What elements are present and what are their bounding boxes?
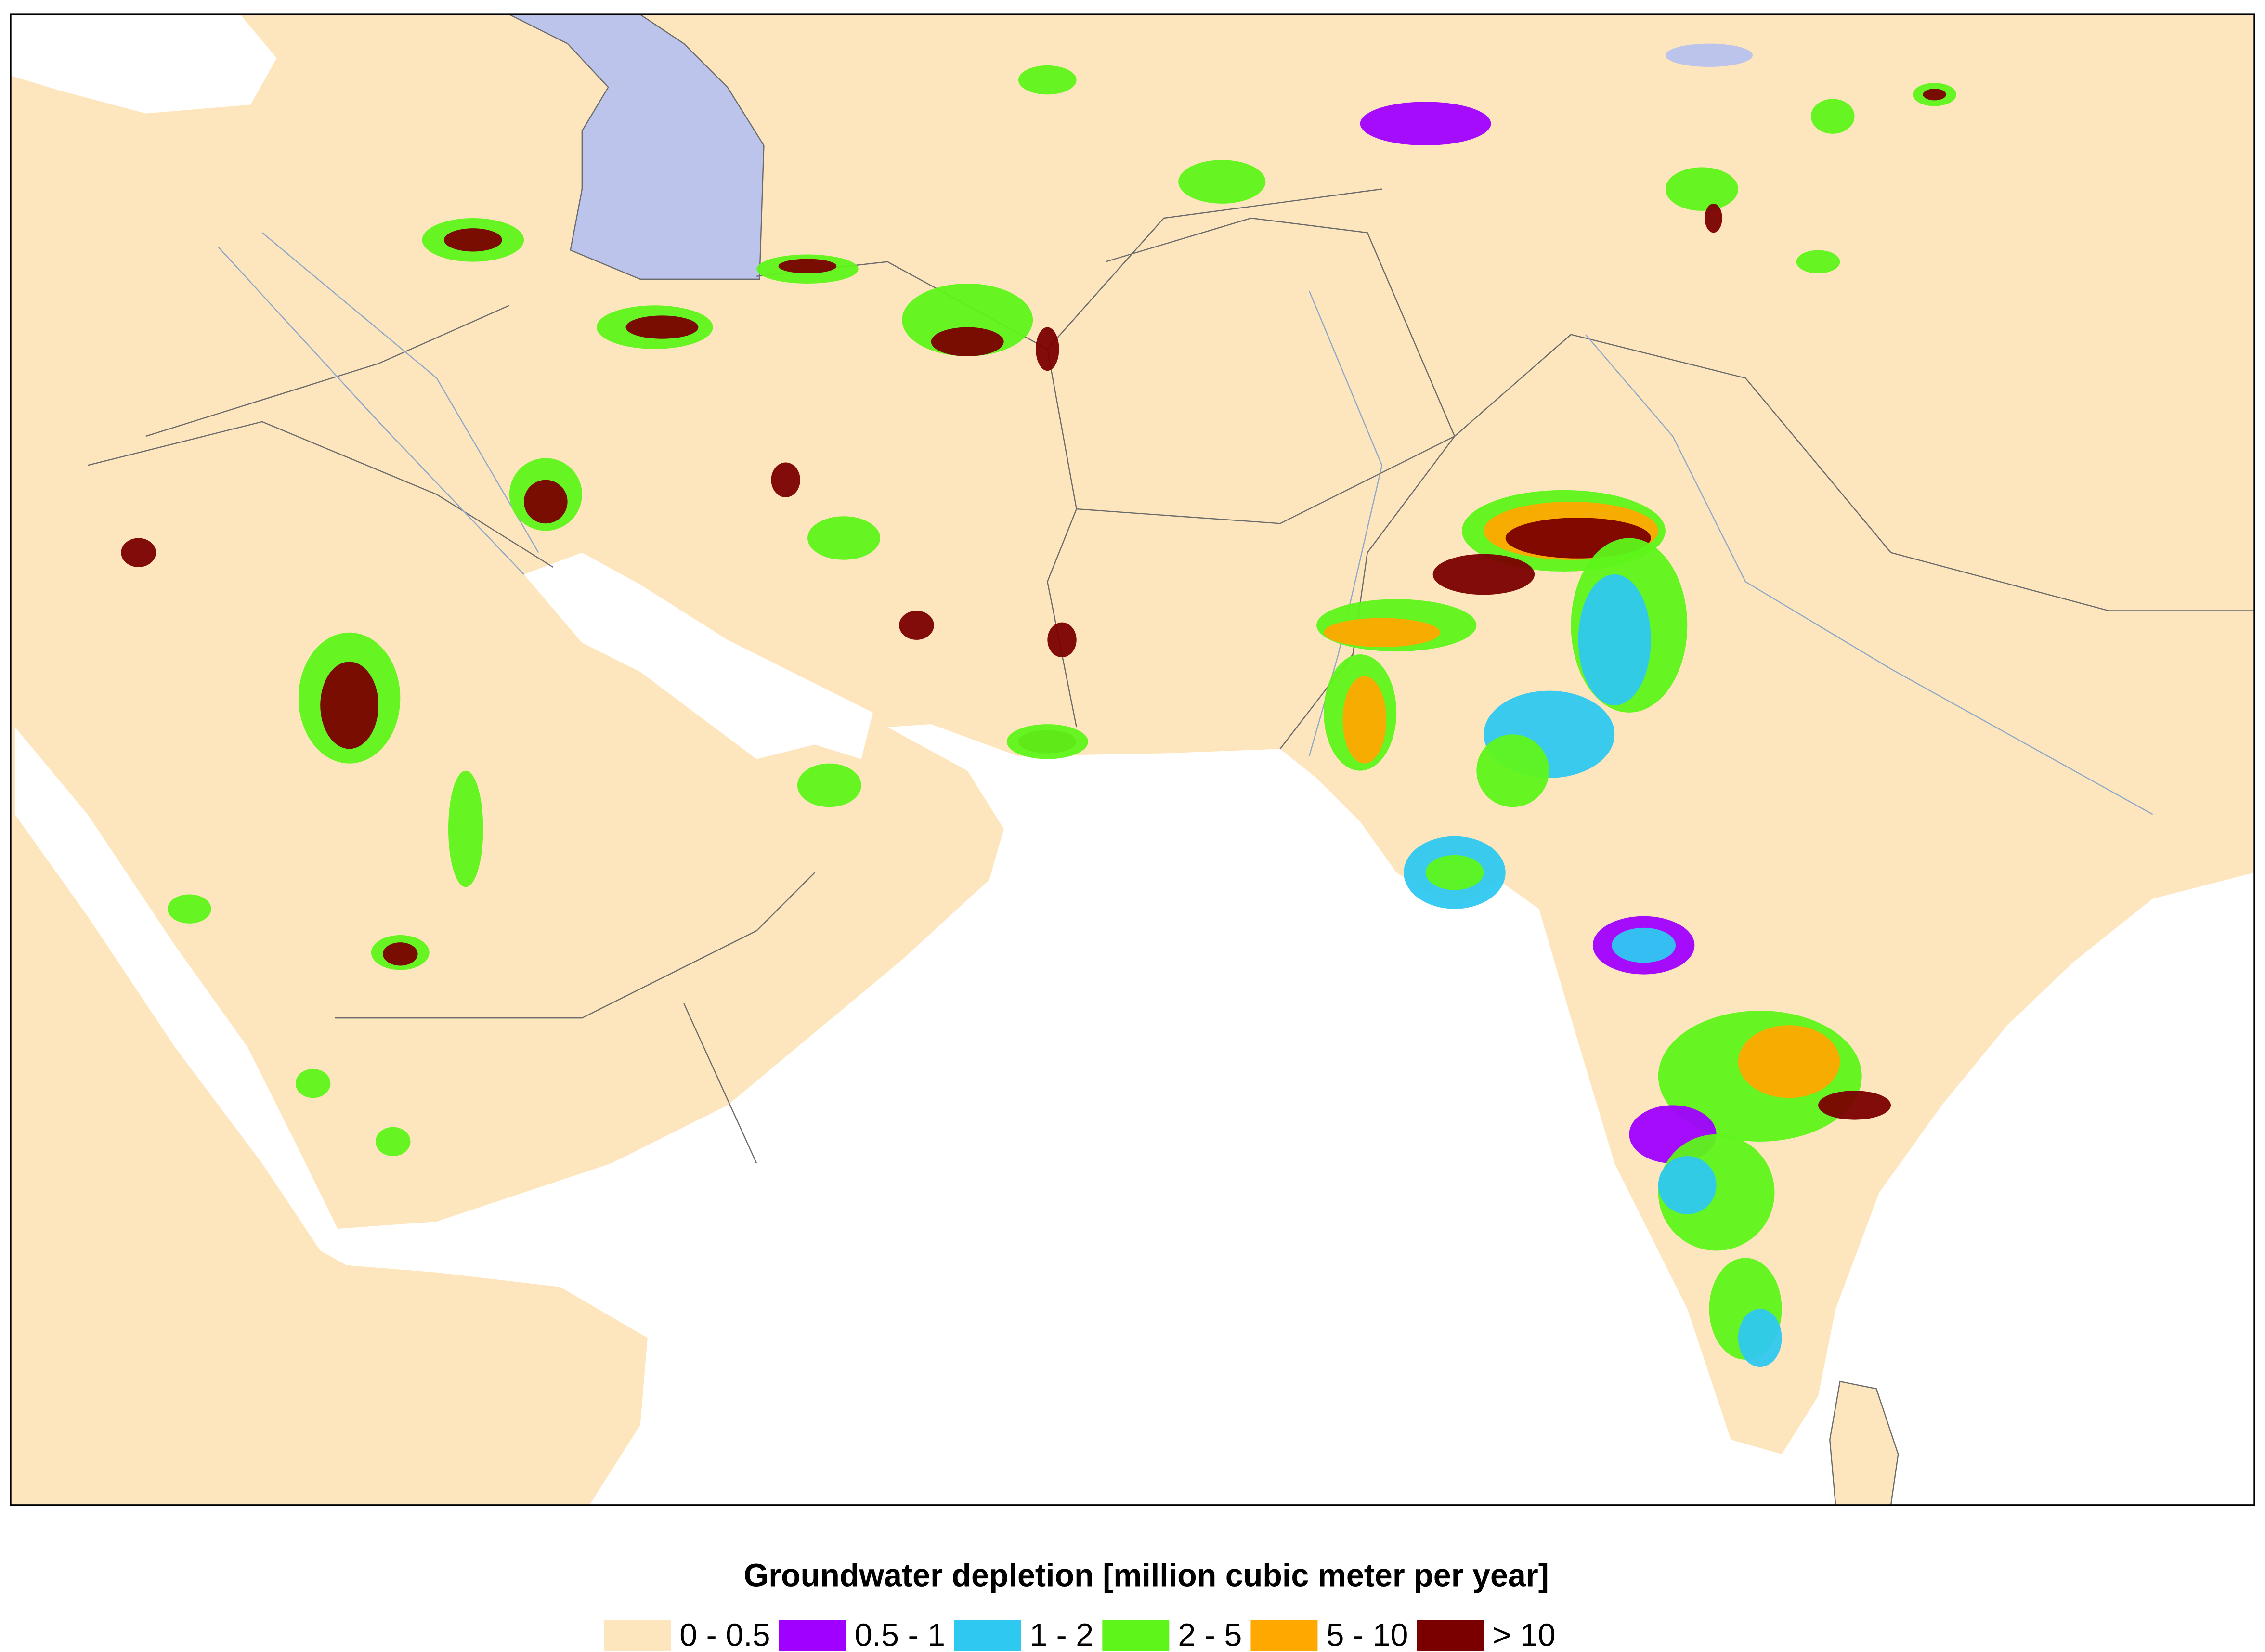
depletion-area xyxy=(524,480,568,524)
depletion-area xyxy=(1923,89,1946,101)
depletion-area xyxy=(1036,327,1059,371)
depletion-area xyxy=(1018,65,1077,95)
depletion-area xyxy=(1342,676,1387,764)
depletion-area xyxy=(1178,160,1266,204)
depletion-area xyxy=(1738,1309,1782,1367)
depletion-area xyxy=(771,462,800,497)
depletion-area xyxy=(375,1127,411,1157)
seas xyxy=(10,14,2255,1505)
depletion-area xyxy=(625,315,699,339)
river xyxy=(218,232,2153,815)
legend-swatch xyxy=(1102,1620,1170,1651)
depletion-area xyxy=(778,259,837,273)
depletion-area xyxy=(443,228,502,252)
persian-gulf xyxy=(524,552,873,759)
depletion-area xyxy=(121,538,156,567)
depletion-area xyxy=(1612,927,1676,963)
depletion-area xyxy=(1360,102,1491,146)
legend-label: 0.5 - 1 xyxy=(855,1617,945,1652)
depletion-area xyxy=(1796,250,1840,273)
sea xyxy=(14,724,2255,1505)
depletion-area xyxy=(899,611,934,640)
depletion-area xyxy=(1818,1091,1891,1120)
depletion-area xyxy=(1578,574,1651,705)
legend-swatch xyxy=(1417,1620,1484,1651)
depletion-area xyxy=(320,662,379,749)
depletion-area xyxy=(807,516,880,560)
depletion-area xyxy=(1476,734,1549,807)
depletion-area xyxy=(168,894,211,924)
depletion-area xyxy=(383,942,418,966)
map-frame xyxy=(10,13,2255,1506)
depletion-area xyxy=(1006,724,1088,759)
depletion-area xyxy=(931,327,1004,356)
legend-label: 0 - 0.5 xyxy=(679,1617,770,1652)
lake xyxy=(1665,43,1753,67)
legend-label: > 10 xyxy=(1493,1617,1556,1652)
depletion-area xyxy=(1705,203,1722,233)
legend-swatch xyxy=(1250,1620,1318,1651)
depletion-area xyxy=(1810,99,1855,134)
caspian-sea xyxy=(509,13,765,280)
depletion-areas xyxy=(121,65,1956,1367)
depletion-area xyxy=(448,770,483,887)
depletion-area xyxy=(1665,167,1738,211)
legend: 0 - 0.5 0.5 - 1 1 - 2 2 - 5 5 - 10 > 10 xyxy=(604,1617,1556,1652)
legend-title: Groundwater depletion [million cubic met… xyxy=(744,1558,1549,1594)
legend-label: 1 - 2 xyxy=(1029,1617,1093,1652)
legend-swatch xyxy=(604,1620,671,1651)
depletion-area xyxy=(1432,554,1535,595)
legend-swatch xyxy=(954,1620,1021,1651)
legend-label: 5 - 10 xyxy=(1327,1617,1408,1652)
legend-label: 2 - 5 xyxy=(1178,1617,1242,1652)
depletion-area xyxy=(295,1068,331,1098)
depletion-area xyxy=(1047,622,1077,658)
mediterranean xyxy=(10,14,277,114)
legend-swatch xyxy=(779,1620,846,1651)
depletion-area xyxy=(797,763,861,807)
depletion-area xyxy=(1425,855,1484,890)
depletion-area xyxy=(1658,1156,1717,1214)
depletion-area xyxy=(1738,1025,1840,1098)
depletion-area xyxy=(1324,618,1440,648)
